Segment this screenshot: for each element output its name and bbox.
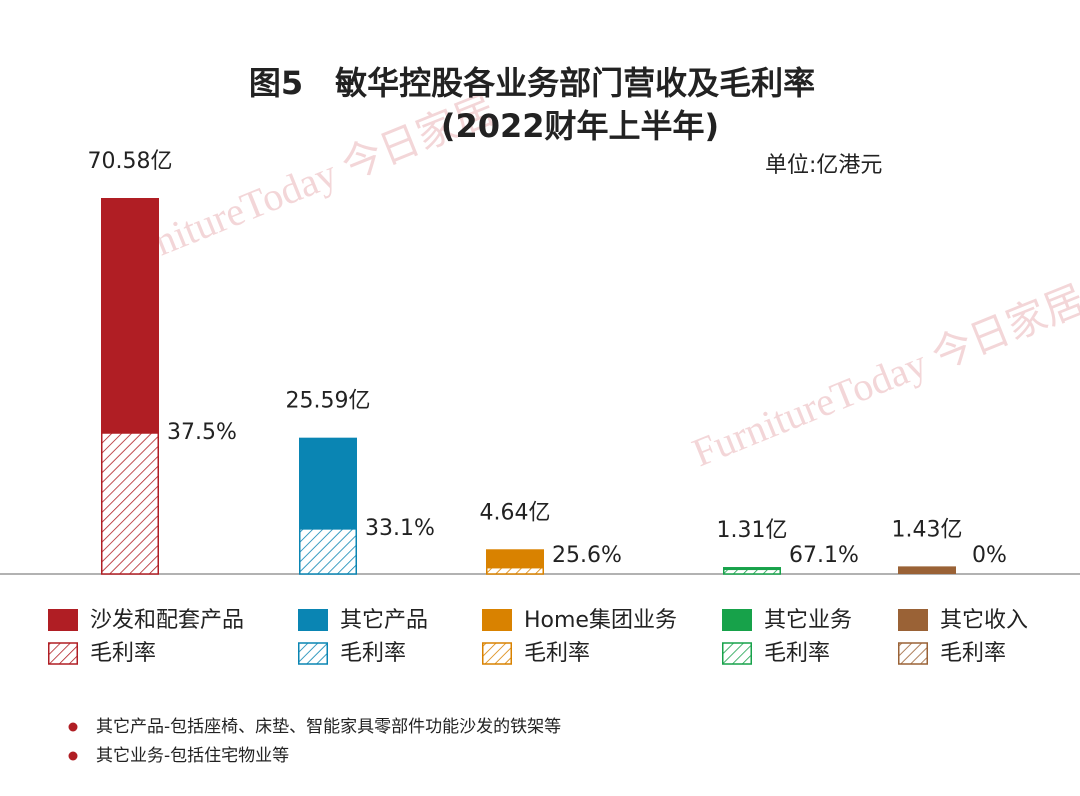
legend-label: 毛利率 — [340, 641, 406, 666]
note-bullet — [68, 751, 78, 761]
chart-subtitle: (2022财年上半年) — [441, 107, 719, 145]
note: 其它产品-包括座椅、床垫、智能家具零部件功能沙发的铁架等 — [96, 717, 561, 737]
value-label: 1.43亿 — [892, 517, 963, 542]
legend-label: 其它收入 — [940, 608, 1028, 633]
watermark: FurnitureToday 今日家居 — [686, 277, 1080, 475]
value-label: 4.64亿 — [480, 500, 551, 525]
legend-swatch — [48, 642, 78, 665]
legend-swatch — [48, 609, 78, 631]
margin-label: 67.1% — [789, 543, 859, 568]
margin-bar — [101, 432, 159, 575]
margin-bar — [486, 566, 544, 575]
margin-label: 25.6% — [552, 543, 622, 568]
value-label: 1.31亿 — [717, 518, 788, 543]
legend-label: 毛利率 — [524, 641, 590, 666]
legend-swatch — [898, 609, 928, 631]
note-bullet — [68, 722, 78, 732]
margin-bar — [723, 568, 781, 575]
value-label: 70.58亿 — [88, 149, 173, 174]
legend-swatch — [298, 609, 328, 631]
unit-label: 单位:亿港元 — [765, 153, 882, 178]
margin-bar — [299, 528, 357, 575]
legend-swatch — [298, 642, 328, 665]
legend-label: 毛利率 — [940, 641, 1006, 666]
margin-label: 0% — [972, 543, 1007, 568]
legend-swatch — [722, 642, 752, 665]
margin-label: 37.5% — [167, 420, 237, 445]
bar — [898, 566, 956, 574]
legend-swatch — [482, 642, 512, 665]
note: 其它业务-包括住宅物业等 — [96, 746, 289, 766]
legend-swatch — [482, 609, 512, 631]
legend-swatch — [898, 642, 928, 665]
legend-swatch — [722, 609, 752, 631]
legend-label: 沙发和配套产品 — [90, 608, 244, 633]
legend-label: 其它产品 — [340, 608, 428, 633]
legend-label: 毛利率 — [764, 641, 830, 666]
legend-label: 毛利率 — [90, 641, 156, 666]
chart-title: 图5 敏华控股各业务部门营收及毛利率 — [249, 64, 815, 102]
value-label: 25.59亿 — [286, 389, 371, 414]
margin-label: 33.1% — [365, 516, 435, 541]
legend-label: 其它业务 — [764, 608, 852, 633]
legend-label: Home集团业务 — [524, 608, 677, 633]
